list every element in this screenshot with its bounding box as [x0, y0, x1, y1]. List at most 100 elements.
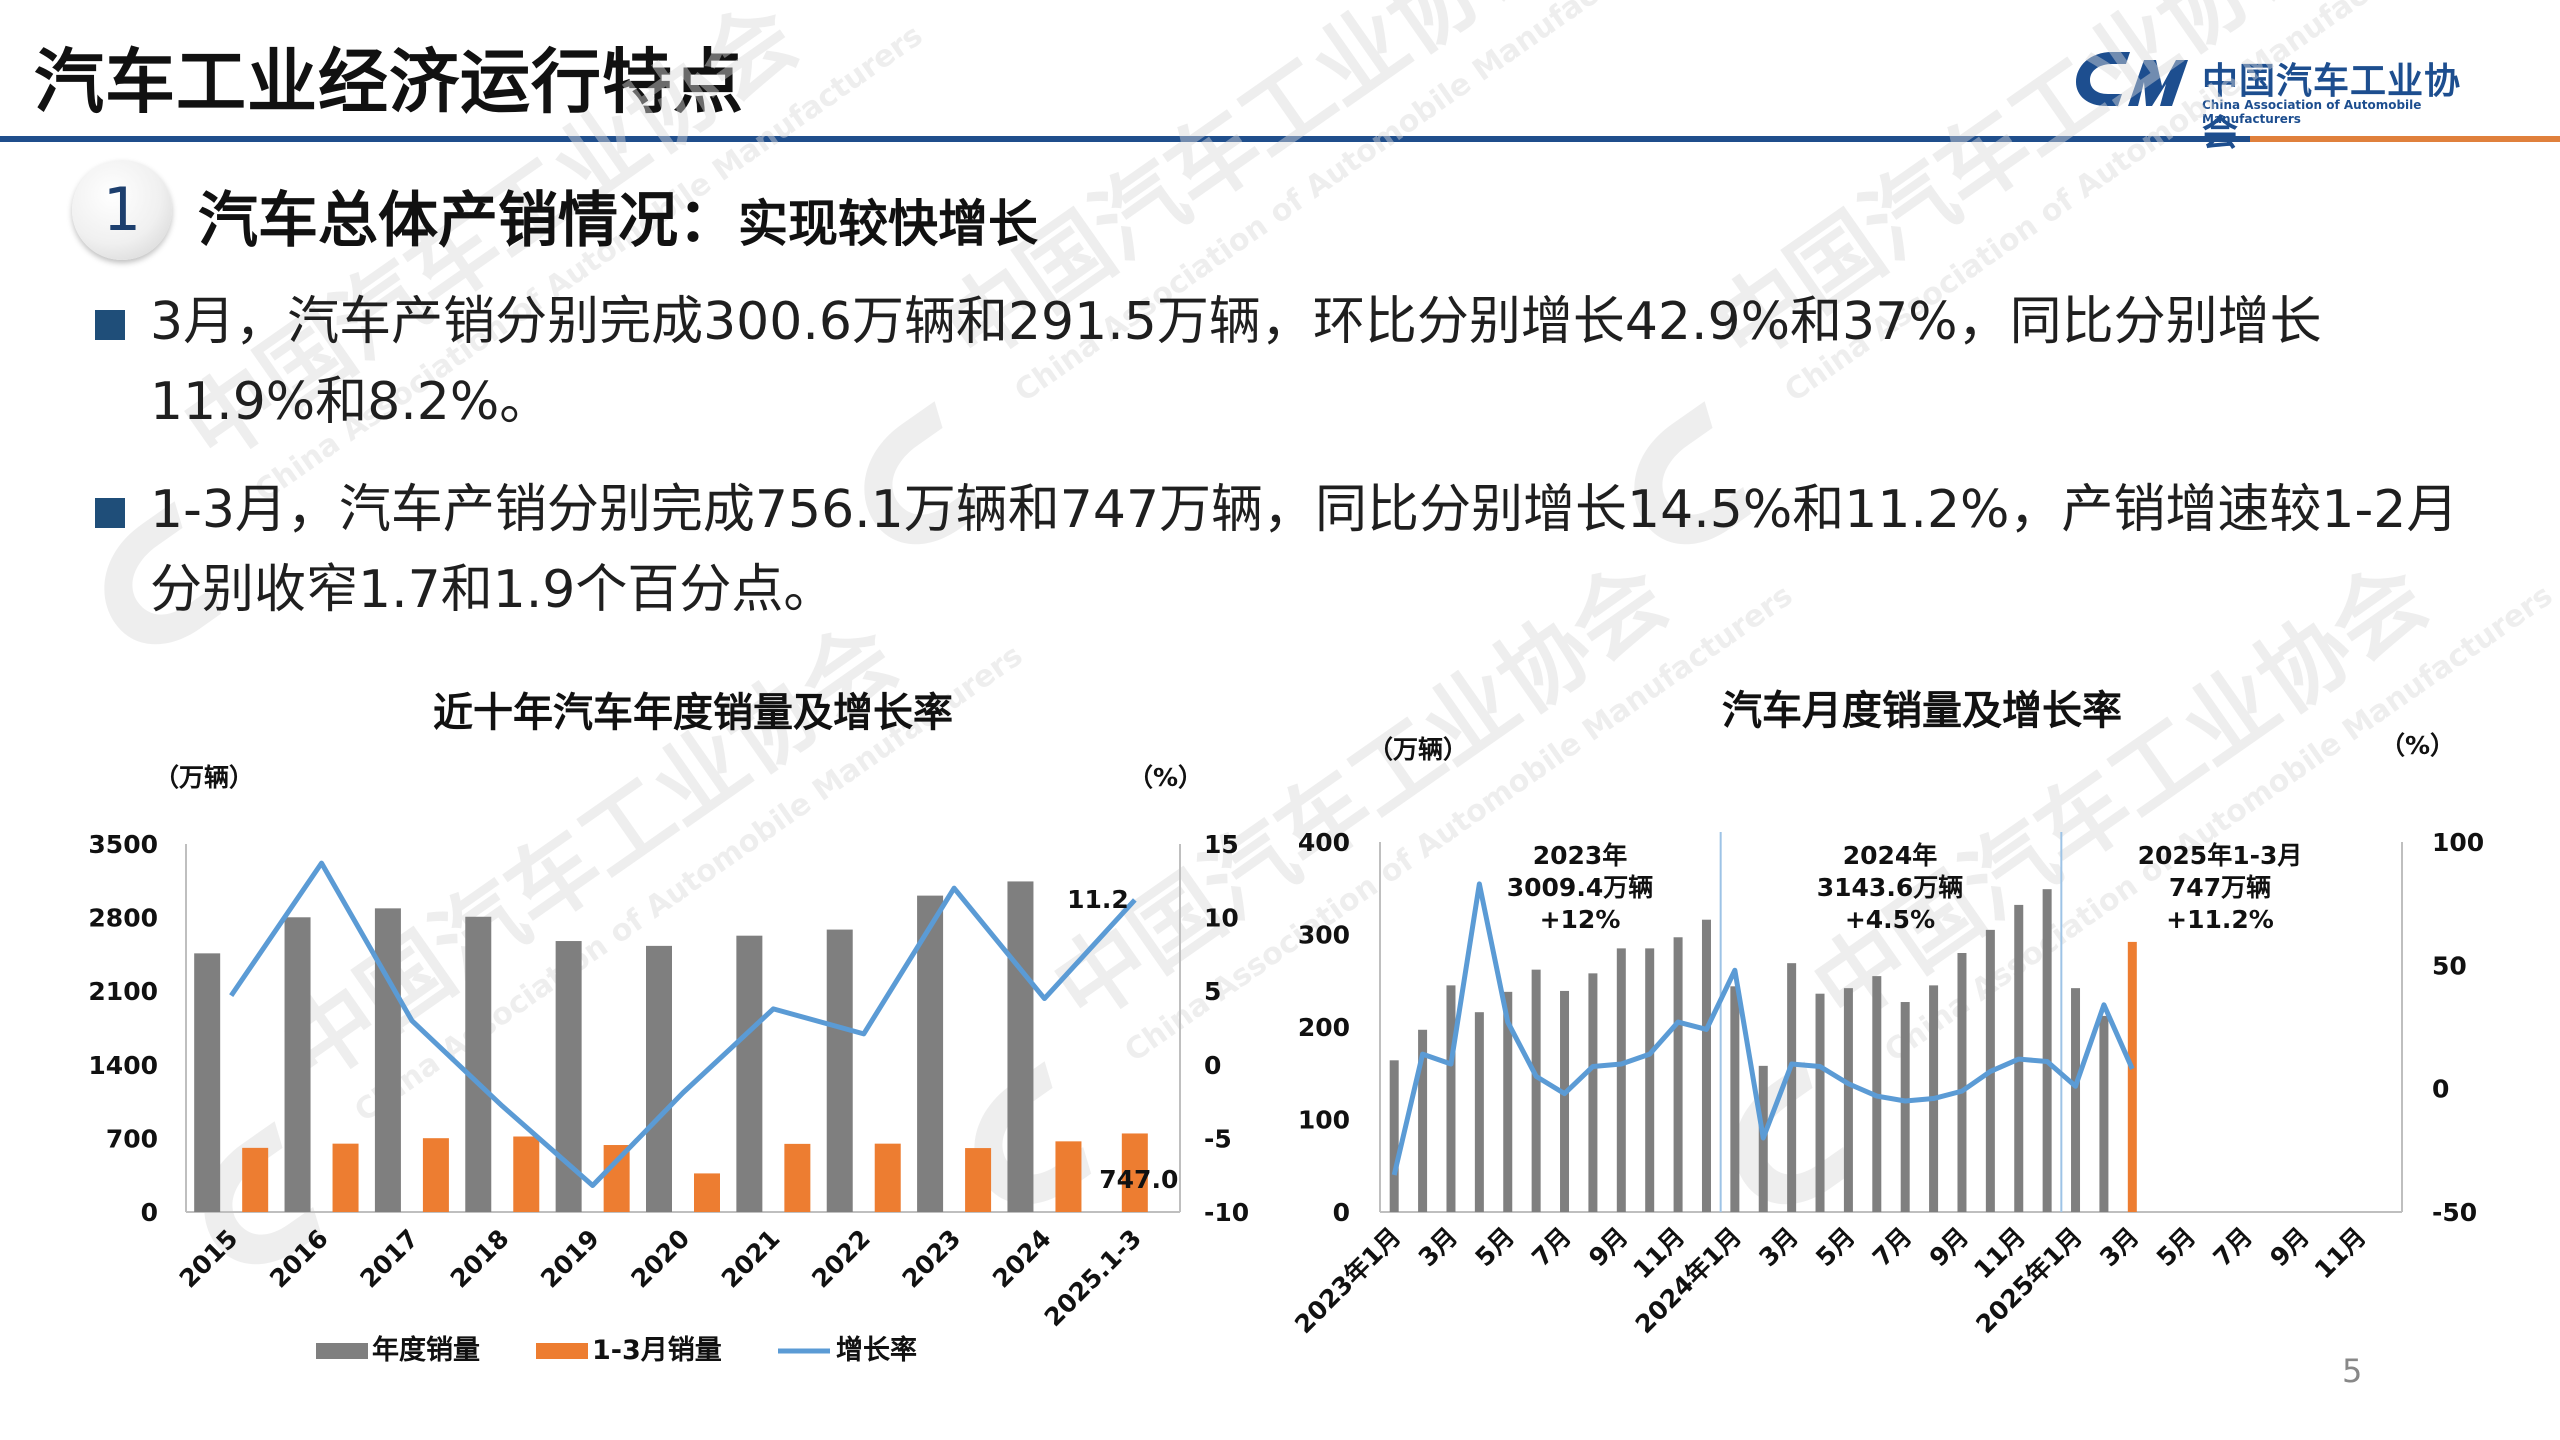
x-tick-label: 2024 [987, 1224, 1057, 1294]
bar-monthly-sales [1560, 990, 1570, 1212]
y-tick-label: 700 [106, 1124, 158, 1153]
bar-q1-sales [874, 1143, 901, 1212]
chart-title: 汽车月度销量及增长率 [1722, 688, 2122, 734]
line-monthly-growth [1391, 881, 2135, 1176]
bar-monthly-sales [1957, 953, 1967, 1212]
x-tick-label: 7月 [2208, 1222, 2258, 1272]
y-axis-unit-left: （万辆） [154, 763, 254, 792]
bar-monthly-sales [1531, 969, 1541, 1212]
bar-monthly-sales [1673, 937, 1683, 1212]
bullet-line: 3月，汽车产销分别完成300.6万辆和291.5万辆，环比分别增长42.9%和3… [150, 292, 2322, 352]
x-tick-label: 3月 [1413, 1222, 1463, 1272]
logo-cn-text: 中国汽车工业协会 [2202, 61, 2462, 154]
y2-tick-label: -50 [2432, 1198, 2477, 1227]
bar-annual-sales [736, 935, 763, 1212]
y-tick-label: 3500 [88, 830, 158, 859]
x-tick-label: 11月 [2309, 1222, 2372, 1285]
bar-q1-sales [965, 1148, 992, 1212]
x-tick-label: 2023年1月 [1289, 1222, 1406, 1339]
bullet-square-icon [95, 310, 125, 340]
y-tick-label: 0 [1333, 1198, 1350, 1227]
bar-annual-sales [374, 908, 401, 1212]
x-tick-label: 2018 [445, 1224, 515, 1294]
x-tick-label: 2025.1-3 [1039, 1224, 1147, 1332]
y2-tick-label: 15 [1204, 830, 1239, 859]
x-tick-label: 2021 [716, 1224, 786, 1294]
data-label-q1-sales: 747.0 [1099, 1165, 1178, 1194]
bar-monthly-sales [1588, 973, 1598, 1212]
annotation-text: 3009.4万辆 [1507, 873, 1653, 902]
x-tick-label: 5月 [1470, 1222, 1520, 1272]
bar-monthly-sales [1616, 948, 1626, 1212]
annotation-text: +12% [1540, 905, 1621, 934]
bar-q1-sales [422, 1138, 449, 1212]
bar-annual-sales [284, 917, 311, 1212]
bar-annual-sales [646, 945, 672, 1212]
bar-monthly-sales [1503, 991, 1513, 1212]
section-number-badge: 1 [72, 160, 172, 260]
y-tick-label: 0 [141, 1198, 158, 1227]
header-divider [0, 136, 2560, 142]
bar-monthly-sales [2099, 1015, 2109, 1212]
bar-monthly-sales [1446, 985, 1456, 1212]
caam-logo-mark-icon [2076, 52, 2188, 106]
bullet-line: 11.9%和8.2%。 [150, 372, 552, 432]
bar-monthly-sales [1730, 986, 1740, 1212]
x-tick-label: 2020 [626, 1224, 696, 1294]
y-axis-unit-left: （万辆） [1368, 735, 1468, 764]
legend-label-growth: 增长率 [836, 1334, 917, 1366]
bar-annual-sales [826, 929, 853, 1212]
y-tick-label: 200 [1298, 1013, 1350, 1042]
y-axis-unit-right: （%） [2380, 731, 2455, 760]
annotation-text: 2025年1-3月 [2138, 841, 2303, 870]
x-tick-label: 9月 [1583, 1222, 1633, 1272]
y2-tick-label: -5 [1204, 1124, 1232, 1153]
section-subtitle: 实现较快增长 [738, 195, 1038, 253]
bar-q1-sales [332, 1143, 359, 1212]
y-tick-label: 2800 [88, 904, 158, 933]
x-tick-label: 9月 [2264, 1222, 2314, 1272]
section-title-main: 汽车总体产销情况： [198, 186, 738, 256]
x-tick-label: 2016 [264, 1224, 334, 1294]
y2-tick-label: -10 [1204, 1198, 1249, 1227]
page-number: 5 [2342, 1352, 2363, 1390]
annotation-text: 747万辆 [2169, 873, 2271, 902]
bullet-square-icon [95, 498, 125, 528]
bar-monthly-sales [1645, 948, 1655, 1212]
annotation-text: 3143.6万辆 [1817, 873, 1963, 902]
bar-monthly-sales [1843, 988, 1853, 1212]
x-tick-label: 7月 [1526, 1222, 1576, 1272]
bar-q1-sales [1055, 1141, 1082, 1212]
page-title: 汽车工业经济运行特点 [34, 41, 744, 123]
x-tick-label: 2017 [354, 1224, 424, 1294]
bar-annual-sales [917, 895, 944, 1212]
y2-tick-label: 0 [2432, 1075, 2449, 1104]
bar-annual-sales [1007, 881, 1034, 1212]
annotation-text: 2023年 [1533, 841, 1628, 870]
bar-monthly-sales [1787, 963, 1797, 1212]
x-tick-label: 5月 [2151, 1222, 2201, 1272]
y-tick-label: 2100 [88, 977, 158, 1006]
bar-monthly-sales [1474, 1012, 1484, 1212]
y2-tick-label: 0 [1204, 1051, 1221, 1080]
bar-monthly-sales [1900, 1002, 1910, 1212]
chart-title: 近十年汽车年度销量及增长率 [433, 690, 953, 736]
line-growth-rate [229, 860, 1137, 1189]
data-label-growth: 11.2 [1067, 885, 1129, 914]
legend-label-annual: 年度销量 [372, 1334, 480, 1366]
x-tick-label: 3月 [2094, 1222, 2144, 1272]
x-tick-label: 2019 [535, 1224, 605, 1294]
annotation-text: 2024年 [1843, 841, 1938, 870]
y2-tick-label: 50 [2432, 951, 2467, 980]
annotation-text: +11.2% [2166, 905, 2274, 934]
x-tick-label: 9月 [1924, 1222, 1974, 1272]
caam-logo: 中国汽车工业协会 China Association of Automobile… [2072, 44, 2492, 154]
bar-monthly-sales [1418, 1029, 1428, 1212]
x-tick-label: 2023 [897, 1224, 967, 1294]
bar-monthly-sales [2071, 988, 2081, 1212]
bar-q1-sales [603, 1145, 630, 1212]
bar-monthly-sales [1701, 919, 1711, 1212]
legend-label-q1: 1-3月销量 [592, 1335, 722, 1366]
header-divider-accent [2250, 136, 2560, 142]
